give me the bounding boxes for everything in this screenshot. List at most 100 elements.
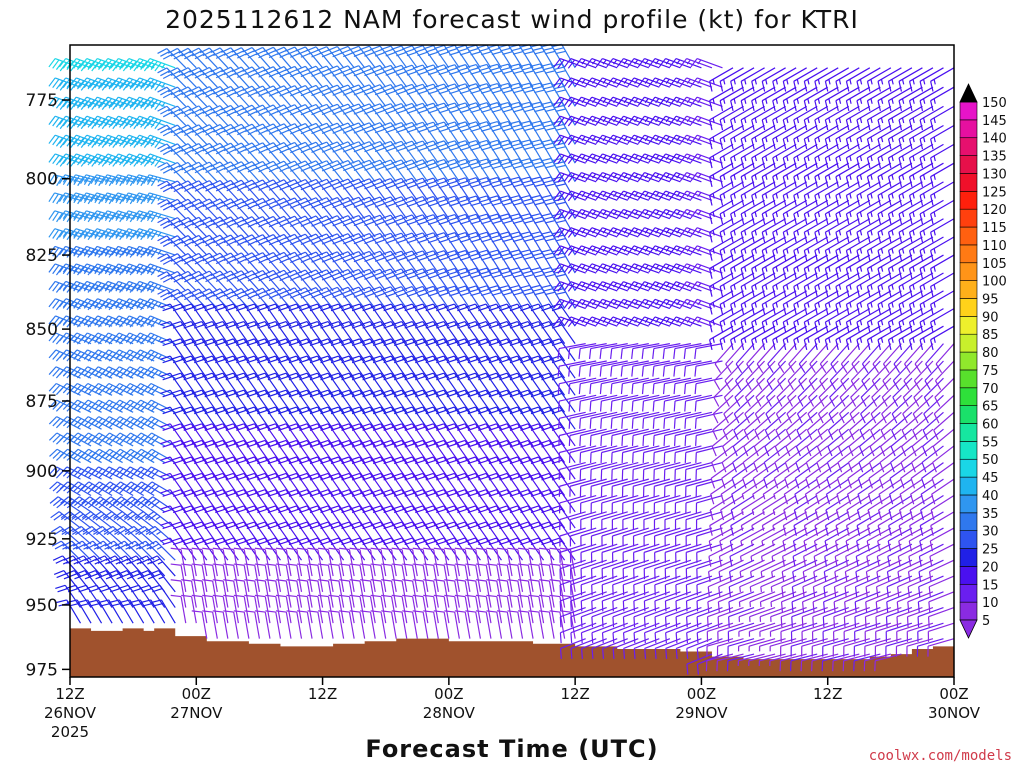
barb-flag — [90, 383, 99, 392]
barb-flag — [52, 334, 60, 343]
barb-flag — [254, 594, 266, 598]
barb-flag — [63, 555, 74, 561]
barb-flag — [122, 228, 129, 238]
barb-flag — [115, 540, 125, 547]
barb-flag — [104, 229, 112, 239]
barb-flag — [244, 547, 255, 551]
barb-flag — [316, 46, 327, 52]
barb-flag — [306, 197, 317, 203]
barb-flag — [162, 149, 173, 156]
barb-flag — [223, 594, 234, 598]
barb-flag — [111, 263, 119, 273]
barb-flag — [69, 246, 77, 256]
barb-staff — [77, 466, 102, 480]
barb-flag — [115, 384, 124, 394]
wind-barb — [125, 540, 155, 561]
barb-flag — [101, 349, 109, 359]
wind-barb — [102, 511, 134, 529]
barb-flag — [98, 212, 105, 223]
wind-barb — [103, 525, 134, 545]
wind-barb — [111, 134, 144, 149]
barb-flag — [52, 384, 61, 394]
barb-half-flag — [94, 249, 99, 255]
barb-flag — [160, 127, 170, 134]
barb-flag — [383, 253, 394, 259]
barb-flag — [129, 212, 137, 223]
barb-flag — [359, 84, 370, 90]
barb-flag — [52, 401, 61, 410]
barb-flag — [380, 250, 392, 256]
barb-flag — [370, 159, 381, 165]
barb-staff — [119, 448, 144, 464]
barb-flag — [265, 563, 276, 566]
barb-flag — [125, 211, 133, 222]
wind-barb — [132, 77, 165, 91]
barb-flag — [122, 399, 131, 409]
barb-flag — [117, 528, 127, 536]
barb-flag — [351, 218, 362, 223]
barb-flag — [385, 202, 396, 208]
barb-flag — [129, 194, 137, 205]
barb-flag — [115, 211, 123, 222]
barb-flag — [58, 298, 67, 308]
barb-staff — [118, 280, 144, 292]
barb-flag — [60, 511, 71, 519]
barb-staff — [56, 448, 81, 464]
wind-barb — [90, 134, 123, 149]
barb-half-flag — [104, 232, 109, 238]
barb-flag — [157, 67, 168, 74]
barb-flag — [93, 540, 104, 547]
barb-flag — [104, 193, 112, 204]
barb-flag — [75, 543, 86, 550]
barb-flag — [87, 301, 95, 311]
barb-flag — [223, 579, 234, 582]
barb-flag — [48, 96, 56, 106]
barb-flag — [101, 448, 111, 457]
barb-flag — [122, 58, 130, 68]
barb-flag — [170, 579, 182, 582]
barb-flag — [284, 287, 296, 293]
barb-flag — [274, 287, 285, 293]
barb-flag — [383, 106, 394, 111]
barb-flag — [62, 175, 70, 186]
barb-half-flag — [126, 302, 131, 308]
barb-flag — [52, 154, 60, 165]
barb-staff — [130, 481, 155, 497]
barb-flag — [351, 254, 362, 260]
barb-flag — [122, 281, 130, 291]
barb-flag — [133, 138, 141, 149]
barb-staff — [97, 77, 123, 88]
barb-flag — [87, 283, 95, 293]
barb-flag — [122, 115, 130, 125]
barb-flag — [125, 193, 133, 204]
barb-flag — [126, 434, 135, 443]
barb-flag — [275, 594, 287, 598]
barb-flag — [265, 579, 276, 582]
barb-flag — [348, 84, 360, 90]
barb-half-flag — [104, 249, 109, 255]
barb-flag — [385, 165, 396, 171]
barb-flag — [87, 248, 95, 258]
barb-flag — [87, 194, 95, 205]
barb-flag — [103, 525, 114, 533]
barb-flag — [90, 174, 98, 184]
barb-flag — [94, 351, 103, 360]
barb-staff — [107, 58, 134, 69]
barb-flag — [77, 230, 84, 241]
barb-flag — [374, 166, 386, 171]
barb-half-flag — [115, 214, 120, 220]
barb-staff — [113, 540, 134, 561]
barb-half-flag — [104, 195, 109, 201]
barb-flag — [51, 540, 62, 547]
barb-flag — [85, 528, 96, 536]
barb-flag — [170, 456, 181, 461]
barb-flag — [317, 579, 329, 582]
barb-flag — [93, 525, 103, 533]
barb-flag — [372, 181, 383, 187]
barb-flag — [136, 98, 144, 108]
barb-staff — [108, 416, 134, 430]
wind-barb — [113, 511, 145, 529]
barb-flag — [385, 292, 396, 298]
barb-staff — [68, 496, 92, 513]
barb-flag — [50, 511, 60, 519]
